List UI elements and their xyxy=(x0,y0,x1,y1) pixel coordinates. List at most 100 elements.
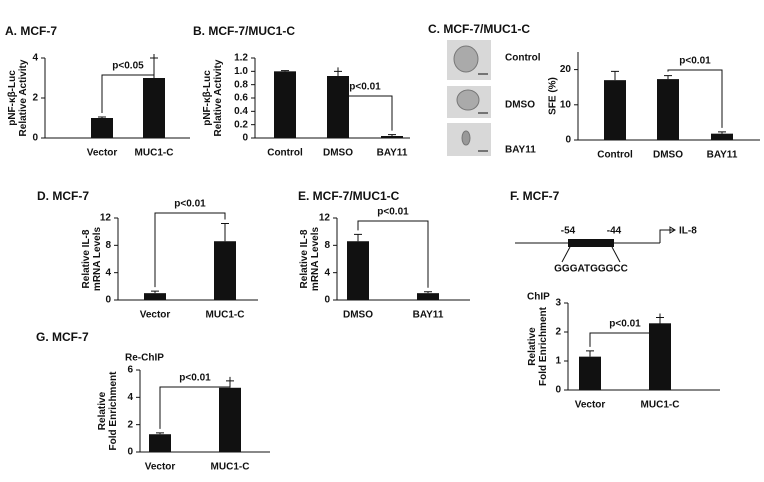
bar xyxy=(657,79,679,140)
significance-bracket xyxy=(357,220,429,288)
gene-label: IL-8 xyxy=(679,226,697,237)
y-axis-label: mRNA Levels xyxy=(92,227,103,292)
bar xyxy=(274,71,296,138)
bar xyxy=(579,356,601,390)
image-label: BAY11 xyxy=(505,145,536,156)
y-tick-label: 12 xyxy=(319,213,331,224)
error-bar xyxy=(718,131,726,134)
y-tick-label: 0 xyxy=(32,133,38,144)
y-tick-label: 0 xyxy=(127,447,133,458)
y-tick-label: 1 xyxy=(555,356,561,367)
bar xyxy=(219,387,241,452)
panel-title: G. MCF-7 xyxy=(36,330,89,344)
x-tick-label: BAY11 xyxy=(413,310,444,321)
significance-bracket xyxy=(667,69,723,128)
bar xyxy=(649,323,671,390)
annotation: p<0.01 xyxy=(349,82,381,93)
sphere xyxy=(456,89,480,111)
significance-bracket xyxy=(101,54,155,113)
y-tick-label: 1.2 xyxy=(234,53,248,64)
y-tick-label: 10 xyxy=(560,99,572,110)
panel-title: C. MCF-7/MUC1-C xyxy=(428,22,530,36)
y-axis-label: pNF-κβ-Luc xyxy=(7,70,18,126)
annotation: p<0.01 xyxy=(377,207,409,218)
x-tick-label: Control xyxy=(267,148,303,159)
y-tick-label: 0 xyxy=(565,135,571,146)
x-tick-label: MUC1-C xyxy=(206,310,245,321)
y-tick-label: 4 xyxy=(324,267,330,278)
y-tick-label: 4 xyxy=(105,267,111,278)
y-tick-label: 20 xyxy=(560,64,572,75)
y-tick-label: 0 xyxy=(242,133,248,144)
image-label: DMSO xyxy=(505,100,535,111)
y-tick-label: 0 xyxy=(105,295,111,306)
y-axis-label: Relative Activity xyxy=(18,59,29,136)
x-tick-label: Control xyxy=(597,150,633,161)
y-tick-label: 0 xyxy=(324,295,330,306)
y-tick-label: 2 xyxy=(32,93,38,104)
error-bar xyxy=(156,432,164,435)
y-axis-label: mRNA Levels xyxy=(310,227,321,292)
y-tick-label: 12 xyxy=(100,213,112,224)
error-bar xyxy=(388,134,396,136)
error-bar xyxy=(98,116,106,118)
y-tick-label: 0.6 xyxy=(234,93,248,104)
y-axis-label: SFE (%) xyxy=(548,77,559,115)
x-tick-label: MUC1-C xyxy=(211,462,250,473)
annotation: p<0.01 xyxy=(179,373,211,384)
y-axis-label: Fold Enrichment xyxy=(108,371,119,451)
bar xyxy=(144,293,166,300)
significance-bracket xyxy=(589,313,661,347)
x-tick-label: MUC1-C xyxy=(135,148,174,159)
x-tick-label: DMSO xyxy=(343,310,373,321)
y-tick-label: 8 xyxy=(105,240,111,251)
bar xyxy=(381,136,403,138)
bar xyxy=(149,434,171,452)
panel-title: A. MCF-7 xyxy=(5,24,57,38)
y-tick-label: 0.2 xyxy=(234,119,248,130)
error-bar xyxy=(221,222,229,242)
annotation: p<0.01 xyxy=(609,319,641,330)
panel-title: D. MCF-7 xyxy=(37,189,89,203)
annotation: p<0.01 xyxy=(174,199,206,210)
x-tick-label: BAY11 xyxy=(707,150,738,161)
bar xyxy=(91,118,113,138)
annotation: p<0.01 xyxy=(679,56,711,67)
zoom-line xyxy=(611,246,621,263)
y-tick-label: 4 xyxy=(127,392,133,403)
error-bar xyxy=(151,290,159,294)
y-tick-label: 0.8 xyxy=(234,79,248,90)
tss-arrow xyxy=(659,229,674,243)
sequence: GGGATGGGCC xyxy=(554,264,628,275)
y-tick-label: 0 xyxy=(555,385,561,396)
error-bar xyxy=(664,75,672,80)
y-tick-label: 0.4 xyxy=(234,106,248,117)
panel-title: B. MCF-7/MUC1-C xyxy=(193,24,295,38)
bar xyxy=(214,241,236,300)
y-tick-label: 4 xyxy=(32,53,38,64)
bar xyxy=(711,133,733,140)
sphere xyxy=(461,130,471,146)
binding-site xyxy=(568,239,614,247)
panel-title: F. MCF-7 xyxy=(510,189,560,203)
bar xyxy=(143,78,165,138)
annotation: p<0.05 xyxy=(112,61,144,72)
x-tick-label: BAY11 xyxy=(377,148,408,159)
subtitle: Re-ChIP xyxy=(125,353,164,364)
error-bar xyxy=(611,70,619,81)
y-tick-label: 3 xyxy=(555,298,561,309)
bar xyxy=(604,80,626,140)
y-axis-label: Relative xyxy=(527,327,538,366)
zoom-line xyxy=(561,246,571,263)
error-bar xyxy=(424,291,432,294)
x-tick-label: Vector xyxy=(145,462,176,473)
sphere xyxy=(453,45,479,73)
y-axis-label: Relative IL-8 xyxy=(299,229,310,288)
x-tick-label: Vector xyxy=(575,400,606,411)
image-label: Control xyxy=(505,53,541,64)
y-tick-label: 2 xyxy=(127,419,133,430)
y-tick-label: 2 xyxy=(555,327,561,338)
y-tick-label: 1.0 xyxy=(234,66,248,77)
promoter-diagram: -54 -44 IL-8 GGGATGGGCC xyxy=(515,226,697,275)
